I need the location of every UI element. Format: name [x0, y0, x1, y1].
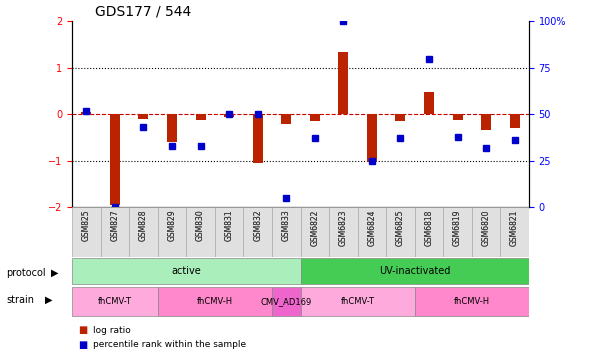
- Text: ▶: ▶: [45, 295, 52, 305]
- Bar: [510, 114, 520, 128]
- Text: GSM831: GSM831: [225, 210, 234, 241]
- FancyBboxPatch shape: [472, 207, 500, 257]
- Text: ▶: ▶: [51, 268, 58, 278]
- Text: GSM6824: GSM6824: [367, 210, 376, 246]
- Text: GSM6825: GSM6825: [396, 210, 405, 246]
- Bar: [167, 114, 177, 142]
- Text: GSM6818: GSM6818: [424, 210, 433, 246]
- Text: fhCMV-H: fhCMV-H: [454, 297, 490, 306]
- FancyBboxPatch shape: [186, 207, 215, 257]
- FancyBboxPatch shape: [72, 258, 300, 284]
- Bar: [310, 114, 320, 121]
- Bar: [195, 114, 206, 120]
- Bar: [395, 114, 406, 121]
- Text: GSM827: GSM827: [111, 210, 120, 241]
- FancyBboxPatch shape: [157, 207, 186, 257]
- Text: GSM6818: GSM6818: [424, 210, 433, 246]
- Text: GSM6821: GSM6821: [510, 210, 519, 246]
- FancyBboxPatch shape: [215, 207, 243, 257]
- FancyBboxPatch shape: [100, 207, 129, 257]
- Bar: [110, 114, 120, 205]
- Bar: [281, 114, 291, 124]
- Text: GSM833: GSM833: [282, 210, 291, 241]
- Text: GSM6823: GSM6823: [339, 210, 348, 246]
- FancyBboxPatch shape: [386, 207, 415, 257]
- Text: GSM6823: GSM6823: [339, 210, 348, 246]
- Bar: [453, 114, 463, 120]
- FancyBboxPatch shape: [272, 207, 300, 257]
- Bar: [481, 114, 491, 130]
- Text: percentile rank within the sample: percentile rank within the sample: [93, 340, 246, 349]
- Text: protocol: protocol: [6, 268, 46, 278]
- Text: GSM829: GSM829: [168, 210, 177, 241]
- FancyBboxPatch shape: [415, 287, 529, 316]
- FancyBboxPatch shape: [329, 207, 358, 257]
- FancyBboxPatch shape: [272, 287, 300, 316]
- FancyBboxPatch shape: [243, 207, 272, 257]
- Text: GSM6824: GSM6824: [367, 210, 376, 246]
- Text: GSM6819: GSM6819: [453, 210, 462, 246]
- Text: GSM6822: GSM6822: [310, 210, 319, 246]
- Text: GSM828: GSM828: [139, 210, 148, 241]
- FancyBboxPatch shape: [358, 207, 386, 257]
- Text: fhCMV-H: fhCMV-H: [197, 297, 233, 306]
- Text: GSM829: GSM829: [168, 210, 177, 241]
- Text: GSM832: GSM832: [253, 210, 262, 241]
- FancyBboxPatch shape: [443, 207, 472, 257]
- FancyBboxPatch shape: [300, 207, 329, 257]
- Text: GSM833: GSM833: [282, 210, 291, 241]
- Text: GSM6822: GSM6822: [310, 210, 319, 246]
- Text: log ratio: log ratio: [93, 326, 131, 335]
- Text: GSM831: GSM831: [225, 210, 234, 241]
- Text: fhCMV-T: fhCMV-T: [341, 297, 374, 306]
- Text: GSM6821: GSM6821: [510, 210, 519, 246]
- FancyBboxPatch shape: [72, 207, 100, 257]
- FancyBboxPatch shape: [415, 207, 443, 257]
- Text: GSM6820: GSM6820: [481, 210, 490, 246]
- Bar: [224, 114, 234, 116]
- FancyBboxPatch shape: [300, 258, 529, 284]
- Text: GSM6820: GSM6820: [481, 210, 490, 246]
- FancyBboxPatch shape: [300, 287, 415, 316]
- Bar: [138, 114, 148, 119]
- FancyBboxPatch shape: [72, 287, 157, 316]
- Bar: [424, 92, 434, 114]
- Text: GSM832: GSM832: [253, 210, 262, 241]
- Text: GSM830: GSM830: [196, 210, 205, 241]
- Text: active: active: [171, 266, 201, 276]
- FancyBboxPatch shape: [500, 207, 529, 257]
- Bar: [367, 114, 377, 162]
- Text: CMV_AD169: CMV_AD169: [261, 297, 312, 306]
- Text: GSM6819: GSM6819: [453, 210, 462, 246]
- Text: GSM825: GSM825: [82, 210, 91, 241]
- Text: GDS177 / 544: GDS177 / 544: [95, 5, 191, 19]
- Text: fhCMV-T: fhCMV-T: [98, 297, 132, 306]
- Text: GSM825: GSM825: [82, 210, 91, 241]
- Text: strain: strain: [6, 295, 34, 305]
- Text: GSM828: GSM828: [139, 210, 148, 241]
- Bar: [81, 112, 91, 114]
- Text: GSM827: GSM827: [111, 210, 120, 241]
- Text: GSM830: GSM830: [196, 210, 205, 241]
- Text: ■: ■: [78, 340, 87, 350]
- FancyBboxPatch shape: [129, 207, 157, 257]
- Bar: [338, 51, 349, 114]
- Bar: [252, 114, 263, 163]
- FancyBboxPatch shape: [157, 287, 272, 316]
- Text: UV-inactivated: UV-inactivated: [379, 266, 450, 276]
- Text: ■: ■: [78, 325, 87, 335]
- Text: GSM6825: GSM6825: [396, 210, 405, 246]
